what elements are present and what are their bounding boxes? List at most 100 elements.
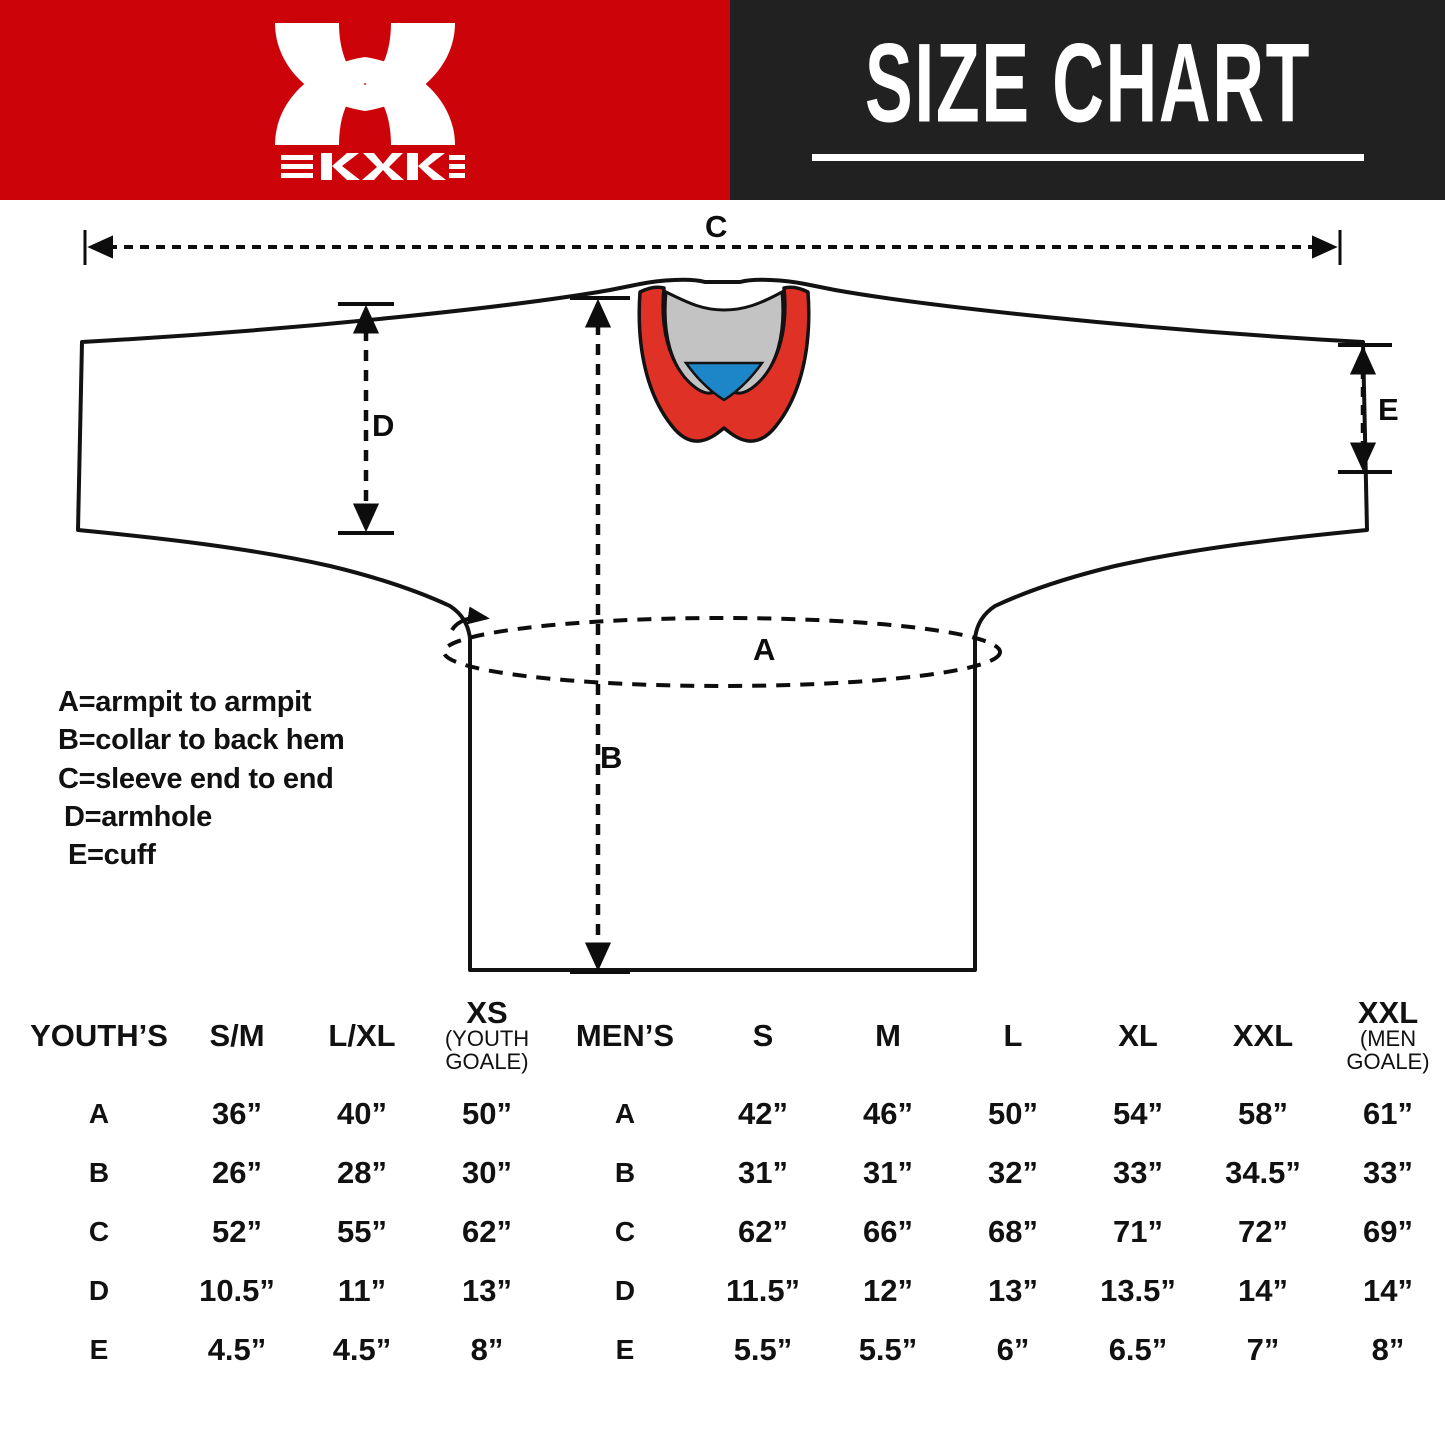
- measurement-cell: 66”: [827, 1204, 949, 1260]
- kxk-logo-icon: [275, 23, 465, 180]
- legend-item-d: D=armhole: [64, 800, 212, 833]
- table-row: D 10.5” 11” 13” D 11.5” 12” 13” 13.5” 14” 14”: [25, 1263, 1445, 1319]
- dimension-label-e: E: [1378, 392, 1399, 427]
- dimension-c: [83, 230, 1342, 265]
- measurement-cell: 5.5”: [702, 1322, 824, 1378]
- measurement-cell: 33”: [1327, 1145, 1445, 1201]
- measurement-cell: 52”: [176, 1204, 298, 1260]
- legend-item-e: E=cuff: [68, 839, 156, 872]
- column-header-label: XS: [466, 994, 508, 1030]
- measurement-cell: 5.5”: [827, 1322, 949, 1378]
- column-header-men-s: MEN’S: [551, 988, 699, 1083]
- dimension-label-a: A: [753, 632, 776, 667]
- measurement-cell: 34.5”: [1202, 1145, 1324, 1201]
- measurement-cell: 28”: [301, 1145, 423, 1201]
- measurement-cell: 46”: [827, 1086, 949, 1142]
- row-label-men: E: [551, 1322, 699, 1378]
- column-header-s: S: [702, 988, 824, 1083]
- table-row: A 36” 40” 50” A 42” 46” 50” 54” 58” 61”: [25, 1086, 1445, 1142]
- column-header-sublabel: (MEN GOALE): [1346, 1026, 1430, 1075]
- table-row: C 52” 55” 62” C 62” 66” 68” 71” 72” 69”: [25, 1204, 1445, 1260]
- table-header-row: YOUTH’S S/M L/XL XS (YOUTH GOALE) MEN’S S M L XL XX…: [25, 988, 1445, 1083]
- row-label-youth: C: [25, 1204, 173, 1260]
- size-chart-table-container: YOUTH’S S/M L/XL XS (YOUTH GOALE) MEN’S S M L XL XX…: [22, 985, 1445, 1381]
- size-chart-table: YOUTH’S S/M L/XL XS (YOUTH GOALE) MEN’S S M L XL XX…: [22, 985, 1445, 1381]
- title-underline: [811, 154, 1364, 162]
- column-header-label: MEN’S: [575, 1017, 675, 1053]
- column-header-label: S/M: [209, 1017, 265, 1053]
- measurement-cell: 8”: [1327, 1322, 1445, 1378]
- column-header-label: XL: [1118, 1017, 1158, 1053]
- page-title: SIZE CHART: [864, 21, 1311, 146]
- dimension-label-d: D: [372, 408, 395, 443]
- legend-item-a: A=armpit to armpit: [58, 686, 312, 718]
- measurement-cell: 7”: [1202, 1322, 1324, 1378]
- measurement-cell: 36”: [176, 1086, 298, 1142]
- measurement-cell: 40”: [301, 1086, 423, 1142]
- measurement-cell: 4.5”: [176, 1322, 298, 1378]
- measurement-cell: 50”: [426, 1086, 548, 1142]
- column-header-youth-s: YOUTH’S: [25, 988, 173, 1083]
- row-label-men: B: [551, 1145, 699, 1201]
- measurement-cell: 58”: [1202, 1086, 1324, 1142]
- jersey-illustration-svg: [76, 230, 1392, 974]
- row-label-youth: B: [25, 1145, 173, 1201]
- measurement-cell: 26”: [176, 1145, 298, 1201]
- measurement-cell: 54”: [1077, 1086, 1199, 1142]
- legend-item-c: C=sleeve end to end: [58, 762, 334, 795]
- column-header-xs: XS (YOUTH GOALE): [426, 988, 548, 1083]
- table-row: B 26” 28” 30” B 31” 31” 32” 33” 34.5” 33”: [25, 1145, 1445, 1201]
- measurement-cell: 10.5”: [176, 1263, 298, 1319]
- measurement-cell: 68”: [952, 1204, 1074, 1260]
- column-header-label: S: [752, 1017, 774, 1053]
- measurement-cell: 62”: [426, 1204, 548, 1260]
- measurement-cell: 13.5”: [1077, 1263, 1199, 1319]
- measurement-cell: 14”: [1202, 1263, 1324, 1319]
- measurement-cell: 71”: [1077, 1204, 1199, 1260]
- table-row: E 4.5” 4.5” 8” E 5.5” 5.5” 6” 6.5” 7” 8”: [25, 1322, 1445, 1378]
- column-header-xxl: XXL (MEN GOALE): [1327, 988, 1445, 1083]
- column-header-label: M: [875, 1017, 901, 1053]
- measurement-cell: 62”: [702, 1204, 824, 1260]
- measurement-cell: 14”: [1327, 1263, 1445, 1319]
- measurement-cell: 42”: [702, 1086, 824, 1142]
- column-header-m: M: [827, 988, 949, 1083]
- column-header-label: XXL: [1232, 1017, 1294, 1053]
- measurement-cell: 72”: [1202, 1204, 1324, 1260]
- measurement-legend: A=armpit to armpit B=collar to back hem …: [58, 683, 345, 874]
- column-header-sublabel: (YOUTH GOALE): [444, 1026, 530, 1075]
- measurement-cell: 13”: [952, 1263, 1074, 1319]
- measurement-cell: 4.5”: [301, 1322, 423, 1378]
- column-header-label: L/XL: [328, 1017, 396, 1053]
- measurement-cell: 12”: [827, 1263, 949, 1319]
- column-header-label: L: [1003, 1017, 1023, 1053]
- column-header-s-m: S/M: [176, 988, 298, 1083]
- measurement-cell: 31”: [827, 1145, 949, 1201]
- column-header-label: YOUTH’S: [30, 1017, 168, 1053]
- measurement-cell: 13”: [426, 1263, 548, 1319]
- dimension-e: [1338, 343, 1392, 474]
- legend-item-b: B=collar to back hem: [58, 724, 345, 757]
- row-label-men: A: [551, 1086, 699, 1142]
- jersey-diagram: C D B E A A=armpit to armpit B=collar to…: [0, 200, 1445, 985]
- row-label-youth: E: [25, 1322, 173, 1378]
- brand-panel: KXK: [0, 0, 730, 200]
- measurement-cell: 32”: [952, 1145, 1074, 1201]
- page-header: KXK SIZE CHART: [0, 0, 1445, 200]
- measurement-cell: 31”: [702, 1145, 824, 1201]
- measurement-cell: 11”: [301, 1263, 423, 1319]
- collar-accent: [683, 361, 765, 402]
- row-label-youth: D: [25, 1263, 173, 1319]
- dimension-d: [338, 302, 394, 535]
- jersey-outline: [76, 277, 1369, 972]
- measurement-cell: 6.5”: [1077, 1322, 1199, 1378]
- measurement-cell: 11.5”: [702, 1263, 824, 1319]
- measurement-cell: 50”: [952, 1086, 1074, 1142]
- dimension-b: [570, 296, 630, 974]
- measurement-cell: 30”: [426, 1145, 548, 1201]
- measurement-cell: 55”: [301, 1204, 423, 1260]
- kxk-logo: KXK: [250, 15, 480, 185]
- row-label-men: C: [551, 1204, 699, 1260]
- measurement-cell: 8”: [426, 1322, 548, 1378]
- column-header-l-xl: L/XL: [301, 988, 423, 1083]
